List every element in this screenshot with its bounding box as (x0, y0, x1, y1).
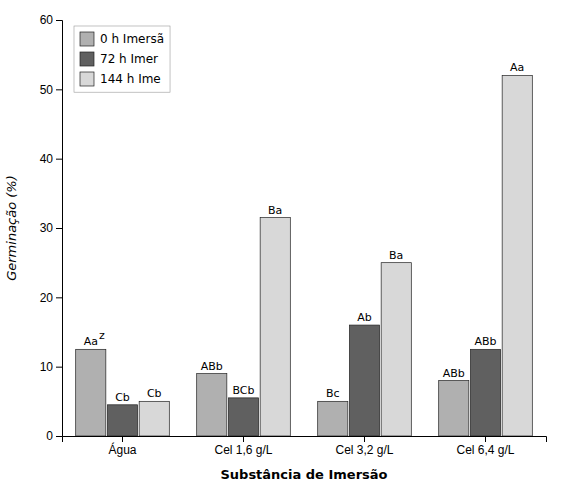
legend-swatch (80, 32, 94, 46)
tick: 20 (40, 291, 62, 305)
tick-mark (56, 367, 62, 368)
bar (260, 218, 290, 436)
annotation: Aa (84, 335, 98, 348)
bar (502, 75, 532, 436)
tick: 50 (40, 83, 62, 97)
tick-label: Água (108, 442, 136, 457)
tick-label: 0 (46, 429, 53, 443)
annotation: ABb (443, 367, 465, 380)
legend-frame (74, 26, 170, 92)
annotation: Ba (389, 249, 403, 262)
annotation: ABb (201, 360, 223, 373)
bar (76, 349, 106, 436)
tick-label: 40 (40, 152, 54, 166)
bar (470, 349, 500, 436)
bar (439, 381, 469, 436)
bar (107, 405, 137, 436)
tick: Cel 3,2 g/L (335, 436, 393, 457)
tick-label: 50 (40, 83, 54, 97)
bar (349, 325, 379, 436)
tick-mark (56, 228, 62, 229)
tick-mark (485, 436, 486, 442)
bar (228, 398, 258, 436)
legend-label: 72 h Imer (100, 52, 158, 66)
tick: Cel 6,4 g/L (456, 436, 514, 457)
tick: 60 (40, 13, 62, 27)
annotation: Ba (268, 204, 282, 217)
tick-mark (122, 436, 123, 442)
bars (76, 75, 533, 436)
annotation: ABb (474, 335, 496, 348)
axis-line (56, 21, 63, 437)
annotation: Aa (510, 61, 524, 74)
tick: Cel 1,6 g/L (214, 436, 272, 457)
tick-mark (56, 159, 62, 160)
annotation: Cb (147, 387, 162, 400)
y-axis: 0 10 20 30 40 50 60 (40, 13, 63, 443)
annotations: AazCbCbABbBCbBaBcAbBaABbABbAa (84, 61, 525, 403)
tick: 30 (40, 221, 62, 235)
annotation: Cb (115, 391, 130, 404)
legend-label: 0 h Imersã (100, 32, 164, 46)
tick-mark (56, 436, 62, 437)
axis-line (63, 437, 547, 443)
tick-label: 20 (40, 291, 54, 305)
tick: 0 (46, 429, 62, 443)
tick-label: Cel 1,6 g/L (214, 443, 272, 457)
legend-swatch (80, 52, 94, 66)
bar (318, 401, 348, 436)
bar (381, 263, 411, 436)
legend: 0 h Imersã 72 h Imer 144 h Ime (74, 26, 170, 92)
tick-label: 60 (40, 13, 54, 27)
tick: Água (108, 436, 136, 457)
tick: 40 (40, 152, 62, 166)
annotation: z (99, 329, 105, 342)
tick-label: 30 (40, 221, 54, 235)
tick-mark (56, 20, 62, 21)
tick-mark (243, 436, 244, 442)
legend-label: 144 h Ime (100, 72, 161, 86)
bar (197, 374, 227, 436)
bar-series (107, 325, 500, 436)
chart: 0 10 20 30 40 50 60 Água Cel 1,6 g/L Cel 3,2 g/L C… (0, 0, 561, 491)
tick-mark (56, 89, 62, 90)
tick-label: Cel 3,2 g/L (335, 443, 393, 457)
legend-item: 72 h Imer (80, 52, 158, 66)
plot-area: 0 10 20 30 40 50 60 Água Cel 1,6 g/L Cel 3,2 g/L C… (40, 13, 547, 456)
y-axis-title: Germinação (%) (4, 175, 19, 281)
annotation: Bc (326, 387, 340, 400)
tick-label: 10 (40, 360, 54, 374)
x-axis: Água Cel 1,6 g/L Cel 3,2 g/L Cel 6,4 g/L (63, 436, 547, 457)
x-axis-title: Substância de Imersão (220, 467, 387, 482)
legend-item: 0 h Imersã (80, 32, 164, 46)
annotation: Ab (357, 311, 372, 324)
tick-label: Cel 6,4 g/L (456, 443, 514, 457)
tick-mark (364, 436, 365, 442)
tick-mark (56, 297, 62, 298)
tick: 10 (40, 360, 62, 374)
annotation: BCb (232, 384, 254, 397)
bar (139, 401, 169, 436)
legend-item: 144 h Ime (80, 72, 161, 86)
legend-swatch (80, 72, 94, 86)
bar-series (139, 75, 532, 436)
